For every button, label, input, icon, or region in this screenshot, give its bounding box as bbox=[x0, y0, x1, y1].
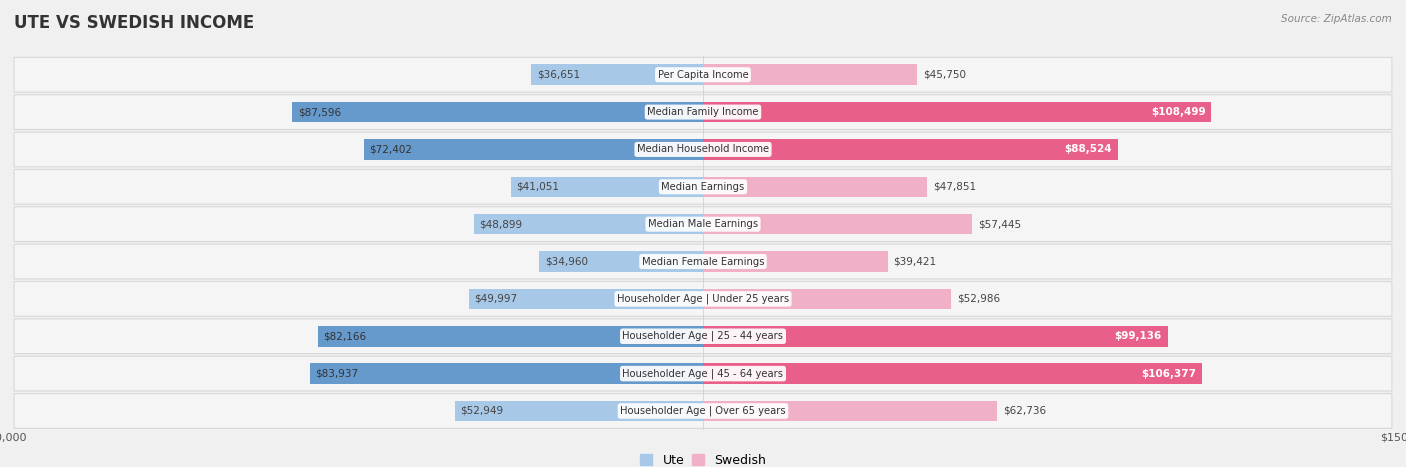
Text: $82,166: $82,166 bbox=[323, 331, 367, 341]
Text: Median Earnings: Median Earnings bbox=[661, 182, 745, 192]
Bar bbox=[703, 363, 1202, 384]
Text: $47,851: $47,851 bbox=[934, 182, 976, 192]
Text: $34,960: $34,960 bbox=[544, 256, 588, 267]
Bar bbox=[703, 64, 917, 85]
Text: Median Household Income: Median Household Income bbox=[637, 144, 769, 155]
Bar bbox=[703, 102, 1212, 122]
Text: Householder Age | 25 - 44 years: Householder Age | 25 - 44 years bbox=[623, 331, 783, 341]
Text: $36,651: $36,651 bbox=[537, 70, 581, 80]
Bar bbox=[703, 326, 1167, 347]
Bar bbox=[703, 214, 972, 234]
Text: $88,524: $88,524 bbox=[1064, 144, 1112, 155]
Bar bbox=[703, 251, 887, 272]
Bar bbox=[703, 139, 1118, 160]
Bar bbox=[538, 251, 703, 272]
FancyBboxPatch shape bbox=[14, 282, 1392, 316]
FancyBboxPatch shape bbox=[14, 95, 1392, 129]
Text: $99,136: $99,136 bbox=[1115, 331, 1161, 341]
FancyBboxPatch shape bbox=[14, 356, 1392, 391]
Text: Per Capita Income: Per Capita Income bbox=[658, 70, 748, 80]
Text: $41,051: $41,051 bbox=[516, 182, 560, 192]
Text: $108,499: $108,499 bbox=[1152, 107, 1206, 117]
Bar bbox=[531, 64, 703, 85]
Text: $62,736: $62,736 bbox=[1002, 406, 1046, 416]
Text: Median Family Income: Median Family Income bbox=[647, 107, 759, 117]
Bar bbox=[292, 102, 703, 122]
FancyBboxPatch shape bbox=[14, 132, 1392, 167]
Text: Householder Age | Over 65 years: Householder Age | Over 65 years bbox=[620, 406, 786, 416]
FancyBboxPatch shape bbox=[14, 57, 1392, 92]
Text: Householder Age | 45 - 64 years: Householder Age | 45 - 64 years bbox=[623, 368, 783, 379]
Text: $87,596: $87,596 bbox=[298, 107, 342, 117]
Text: $49,997: $49,997 bbox=[474, 294, 517, 304]
Bar bbox=[318, 326, 703, 347]
FancyBboxPatch shape bbox=[14, 319, 1392, 354]
Text: $106,377: $106,377 bbox=[1140, 368, 1197, 379]
Text: $48,899: $48,899 bbox=[479, 219, 523, 229]
Bar bbox=[364, 139, 703, 160]
Text: UTE VS SWEDISH INCOME: UTE VS SWEDISH INCOME bbox=[14, 14, 254, 32]
Text: $72,402: $72,402 bbox=[370, 144, 412, 155]
Text: $45,750: $45,750 bbox=[922, 70, 966, 80]
FancyBboxPatch shape bbox=[14, 244, 1392, 279]
FancyBboxPatch shape bbox=[14, 207, 1392, 241]
Text: Median Male Earnings: Median Male Earnings bbox=[648, 219, 758, 229]
Text: $52,986: $52,986 bbox=[957, 294, 1000, 304]
Text: Median Female Earnings: Median Female Earnings bbox=[641, 256, 765, 267]
Bar bbox=[309, 363, 703, 384]
Text: $52,949: $52,949 bbox=[461, 406, 503, 416]
Text: Householder Age | Under 25 years: Householder Age | Under 25 years bbox=[617, 294, 789, 304]
Bar bbox=[510, 177, 703, 197]
Bar bbox=[474, 214, 703, 234]
Bar bbox=[703, 401, 997, 421]
Text: Source: ZipAtlas.com: Source: ZipAtlas.com bbox=[1281, 14, 1392, 24]
FancyBboxPatch shape bbox=[14, 394, 1392, 428]
Bar bbox=[703, 289, 952, 309]
Text: $39,421: $39,421 bbox=[893, 256, 936, 267]
Text: $57,445: $57,445 bbox=[977, 219, 1021, 229]
Bar bbox=[703, 177, 928, 197]
Text: $83,937: $83,937 bbox=[315, 368, 359, 379]
Legend: Ute, Swedish: Ute, Swedish bbox=[636, 449, 770, 467]
Bar bbox=[456, 401, 703, 421]
Bar bbox=[468, 289, 703, 309]
FancyBboxPatch shape bbox=[14, 170, 1392, 204]
